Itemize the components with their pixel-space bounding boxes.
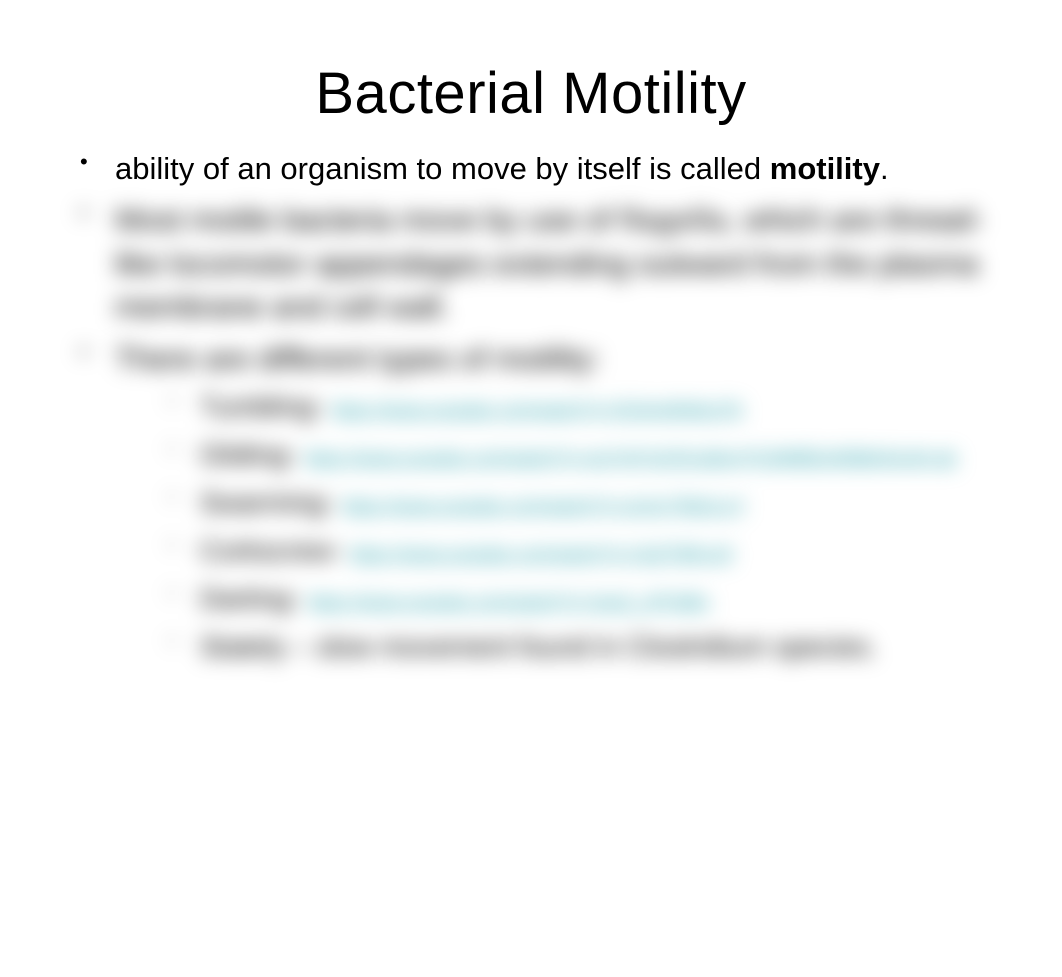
bullet-1-post: . (880, 151, 889, 186)
bullet-2: Most motile bacteria move by use of flag… (80, 198, 1012, 328)
bullet-2-bold: flagella (620, 202, 727, 237)
sub-bullet-list: Tumbling- https://www.youtube.com/watch?… (115, 386, 1012, 668)
sub-corkscrew-link[interactable]: https://www.youtube.com/watch?v=Lfa2Tt6K… (349, 544, 732, 564)
sub-bullet-swarming: Swarming- https://www.youtube.com/watch?… (170, 482, 1012, 524)
sub-bullet-stately: Stately – slow movement found in Clostri… (170, 626, 1012, 668)
sub-bullet-tumbling: Tumbling- https://www.youtube.com/watch?… (170, 386, 1012, 428)
sub-bullet-gliding: Gliding- https://www.youtube.com/watch?v… (170, 434, 1012, 476)
sub-swarming-label: Swarming- (200, 487, 342, 518)
sub-swarming-link[interactable]: https://www.youtube.com/watch?v=uUmcTMjU… (342, 496, 746, 516)
bullet-3-text: There are different types of motility: (115, 341, 600, 376)
sub-tumbling-label: Tumbling- (200, 391, 331, 422)
sub-corkscrew-label: Corkscrew- (200, 535, 349, 566)
sub-darting-label: Darting- (200, 583, 307, 614)
sub-gliding-label: Gliding- (200, 439, 304, 470)
sub-bullet-corkscrew: Corkscrew- https://www.youtube.com/watch… (170, 530, 1012, 572)
sub-tumbling-link[interactable]: https://www.youtube.com/watch?v=QGAm6hMy… (331, 400, 742, 420)
sub-stately-text: Stately – slow movement found in Clostri… (200, 631, 877, 662)
bullet-3: There are different types of motility: T… (80, 337, 1012, 668)
bullet-list: ability of an organism to move by itself… (50, 147, 1012, 668)
bullet-1-pre: ability of an organism to move by itself… (115, 151, 770, 186)
bullet-2-pre: Most motile bacteria move by use of (115, 202, 620, 237)
bullet-1-bold: motility (770, 151, 880, 186)
slide: Bacterial Motility ability of an organis… (0, 0, 1062, 977)
sub-bullet-darting: Darting- https://www.youtube.com/watch?v… (170, 578, 1012, 620)
bullet-1: ability of an organism to move by itself… (80, 147, 1012, 190)
slide-title: Bacterial Motility (50, 60, 1012, 127)
sub-darting-link[interactable]: https://www.youtube.com/watch?v=UqoZ_xPC… (307, 592, 709, 612)
sub-gliding-link[interactable]: https://www.youtube.com/watch?v=xw7mfYyK… (304, 448, 956, 468)
